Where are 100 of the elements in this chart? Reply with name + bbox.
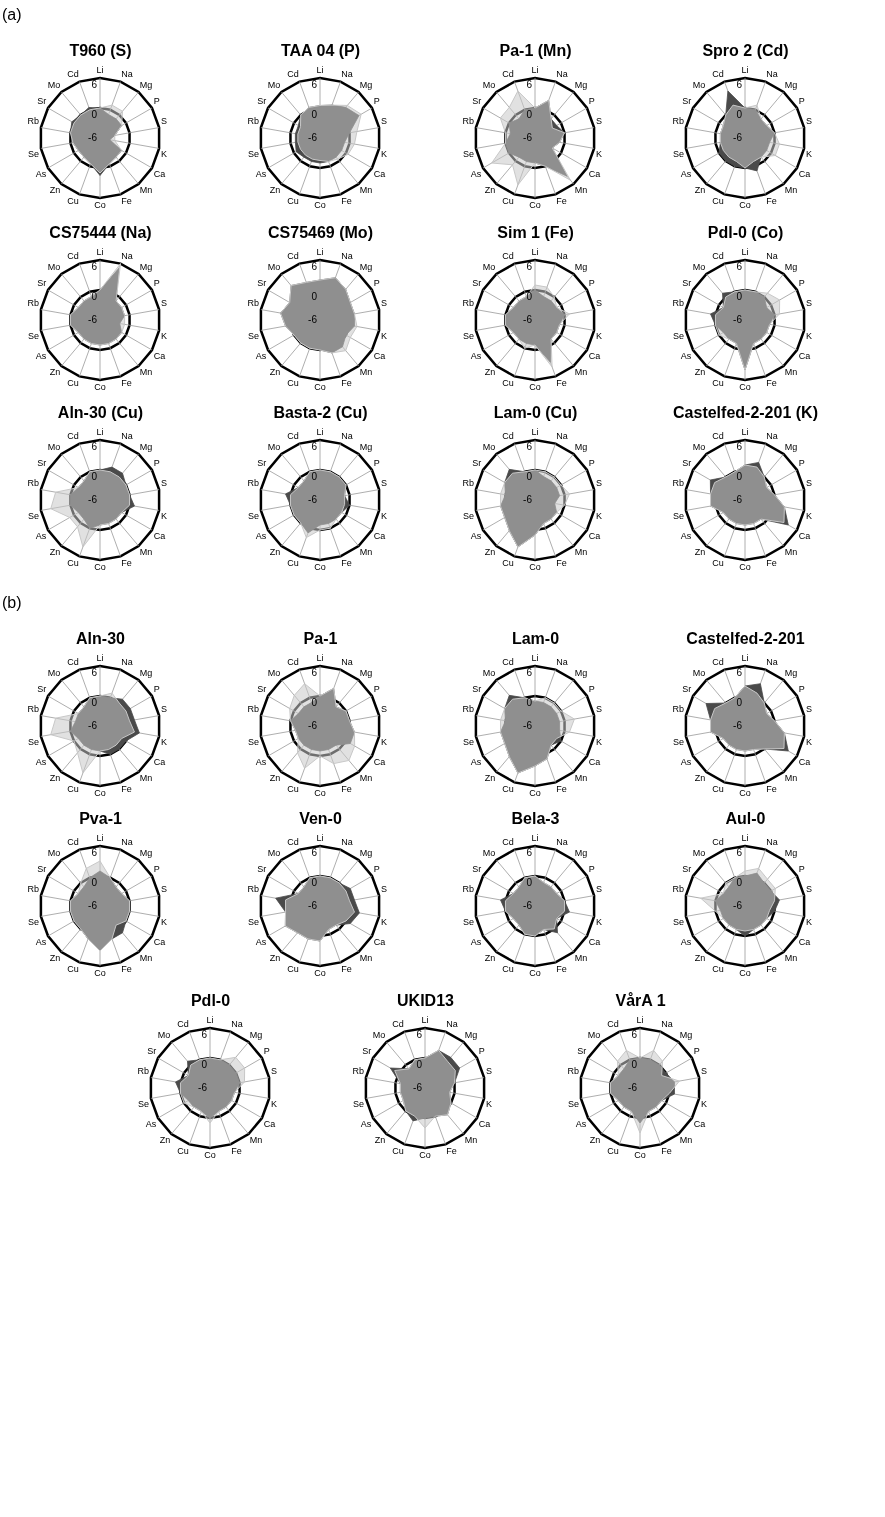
spoke-label: Cd xyxy=(712,656,724,667)
y-tick-label: 0 xyxy=(736,876,743,888)
chart-title: TAA 04 (P) xyxy=(280,42,361,60)
spoke-label: Cd xyxy=(607,1018,619,1029)
y-tick-label: 0 xyxy=(311,470,318,482)
spoke-label: Co xyxy=(739,199,751,210)
spoke-label: Ca xyxy=(798,936,811,947)
spoke-label: Na xyxy=(341,656,353,667)
spoke-label: Co xyxy=(529,787,541,798)
spoke-label: Mo xyxy=(692,261,706,272)
spoke-label: Cu xyxy=(712,378,724,389)
spoke-label: Sr xyxy=(37,96,47,107)
chart-title: VårA 1 xyxy=(615,992,666,1010)
y-tick-label: 0 xyxy=(91,696,98,708)
spoke-label: P xyxy=(588,864,595,875)
spoke-label: Cd xyxy=(67,68,79,79)
spoke-label: S xyxy=(271,1066,278,1077)
spoke-label: Mo xyxy=(157,1029,171,1040)
chart-title: Aul-0 xyxy=(725,810,766,828)
spoke-label: Mg xyxy=(139,667,153,678)
chart-title: T960 (S) xyxy=(69,42,132,60)
spoke-label: Zn xyxy=(694,185,706,196)
spoke-label: Rb xyxy=(27,704,39,715)
spoke-label: Mg xyxy=(784,79,798,90)
spoke-label: Mn xyxy=(249,1135,263,1146)
spoke-label: Mn xyxy=(784,953,798,964)
spoke-label: Sr xyxy=(37,684,47,695)
y-tick-label: -6 xyxy=(523,493,533,505)
text: (b) xyxy=(2,594,22,612)
spoke-label: Co xyxy=(529,561,541,572)
spoke-label: Se xyxy=(247,148,259,159)
spoke-label: Sr xyxy=(577,1046,587,1057)
spoke-label: Rb xyxy=(352,1066,364,1077)
y-tick-label: 6 xyxy=(91,666,98,678)
spoke-label: Zn xyxy=(484,367,496,378)
spoke-label: Cd xyxy=(287,836,299,847)
spoke-label: K xyxy=(806,916,813,927)
spoke-label: Na xyxy=(121,430,133,441)
spoke-label: P xyxy=(153,684,160,695)
y-tick-label: 6 xyxy=(416,1028,423,1040)
spoke-label: Sr xyxy=(257,96,267,107)
spoke-label: Co xyxy=(94,967,106,978)
spoke-label: Mo xyxy=(692,667,706,678)
spoke-label: Cu xyxy=(67,964,79,975)
spoke-label: P xyxy=(693,1046,700,1057)
spoke-label: Co xyxy=(314,199,326,210)
spoke-label: Fe xyxy=(121,196,132,207)
spoke-label: Se xyxy=(352,1098,364,1109)
spoke-label: Mg xyxy=(139,847,153,858)
y-tick-label: 0 xyxy=(311,876,318,888)
chart-title: UKID13 xyxy=(397,992,455,1010)
spoke-label: Cd xyxy=(712,68,724,79)
spoke-label: Mn xyxy=(359,773,373,784)
spoke-label: Zn xyxy=(694,367,706,378)
y-tick-label: 0 xyxy=(311,290,318,302)
chart-title: Pva-1 xyxy=(79,810,122,828)
spoke-label: P xyxy=(373,96,380,107)
spoke-label: S xyxy=(381,298,388,309)
spoke-label: Zn xyxy=(589,1135,601,1146)
spoke-label: As xyxy=(35,530,47,541)
spoke-label: Mn xyxy=(359,547,373,558)
spoke-label: Cd xyxy=(287,250,299,261)
text: (a) xyxy=(2,6,22,24)
spoke-label: As xyxy=(680,350,692,361)
y-tick-label: 0 xyxy=(416,1058,423,1070)
spoke-label: P xyxy=(798,96,805,107)
y-tick-label: 6 xyxy=(736,260,743,272)
spoke-label: Mn xyxy=(139,953,153,964)
spoke-label: Zn xyxy=(49,367,61,378)
spoke-label: Sr xyxy=(257,278,267,289)
spoke-label: Ca xyxy=(588,168,601,179)
spoke-label: K xyxy=(271,1098,278,1109)
spoke-label: Mg xyxy=(574,261,588,272)
spoke-label: Sr xyxy=(472,864,482,875)
y-tick-label: -6 xyxy=(523,719,533,731)
spoke-label: Ca xyxy=(478,1118,491,1129)
spoke-label: K xyxy=(381,330,388,341)
spoke-label: Fe xyxy=(556,964,567,975)
spoke-label: Fe xyxy=(341,558,352,569)
spoke-label: Rb xyxy=(672,298,684,309)
spoke-label: S xyxy=(806,884,813,895)
y-tick-label: 6 xyxy=(736,440,743,452)
chart-title: Pdl-0 xyxy=(190,992,231,1010)
spoke-label: P xyxy=(798,278,805,289)
chart-title: Pa-1 xyxy=(303,630,338,648)
spoke-label: Se xyxy=(567,1098,579,1109)
spoke-label: Fe xyxy=(766,196,777,207)
spoke-label: Fe xyxy=(661,1146,672,1157)
spoke-label: Cd xyxy=(502,656,514,667)
spoke-label: Zn xyxy=(374,1135,386,1146)
chart-title: Basta-2 (Cu) xyxy=(273,404,368,422)
spoke-label: Li xyxy=(531,653,539,664)
spoke-label: Rb xyxy=(462,704,474,715)
spoke-label: Mg xyxy=(679,1029,693,1040)
y-tick-label: 6 xyxy=(736,846,743,858)
spoke-label: S xyxy=(381,704,388,715)
spoke-label: Mg xyxy=(139,261,153,272)
y-tick-label: 0 xyxy=(736,108,743,120)
spoke-label: Mg xyxy=(574,441,588,452)
spoke-label: As xyxy=(255,350,267,361)
